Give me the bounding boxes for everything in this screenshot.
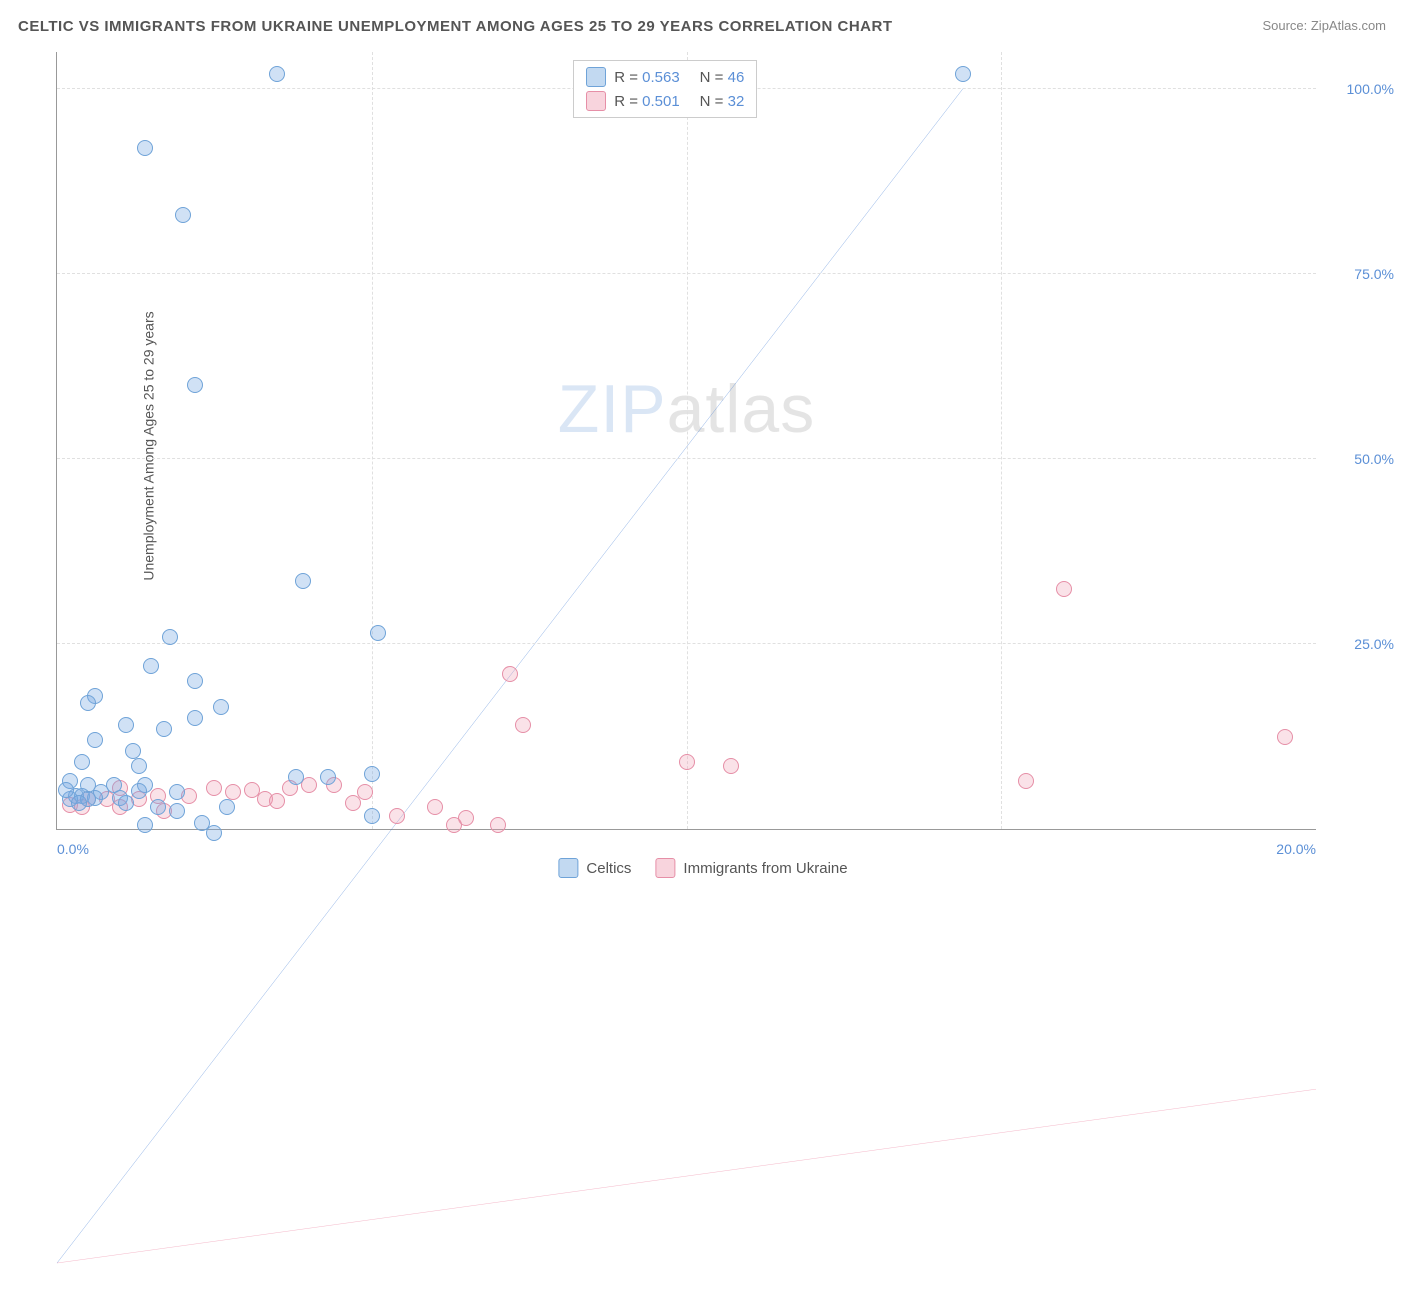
scatter-point-blue — [71, 795, 87, 811]
scatter-point-blue — [364, 766, 380, 782]
scatter-point-pink — [723, 758, 739, 774]
y-tick-label: 100.0% — [1347, 81, 1394, 97]
scatter-point-blue — [118, 795, 134, 811]
scatter-point-pink — [446, 817, 462, 833]
trend-line-pink — [57, 1089, 1316, 1263]
scatter-point-blue — [213, 699, 229, 715]
scatter-point-blue — [169, 784, 185, 800]
scatter-point-pink — [502, 666, 518, 682]
scatter-point-blue — [364, 808, 380, 824]
scatter-point-pink — [1056, 581, 1072, 597]
y-tick-label: 50.0% — [1354, 451, 1394, 467]
scatter-point-blue — [125, 743, 141, 759]
scatter-point-blue — [156, 721, 172, 737]
legend-item-celtics: Celtics — [558, 858, 631, 878]
scatter-point-blue — [137, 817, 153, 833]
legend-label-celtics: Celtics — [586, 860, 631, 877]
legend-swatch-pink — [655, 858, 675, 878]
chart-title: CELTIC VS IMMIGRANTS FROM UKRAINE UNEMPL… — [18, 18, 893, 35]
legend-stats-row-blue: R = 0.563 N = 46 — [586, 67, 744, 87]
scatter-point-blue — [74, 754, 90, 770]
scatter-point-blue — [143, 658, 159, 674]
scatter-point-blue — [269, 66, 285, 82]
legend-r-blue: R = 0.563 — [614, 69, 679, 86]
gridline-v — [372, 52, 373, 829]
scatter-point-pink — [225, 784, 241, 800]
scatter-point-blue — [80, 695, 96, 711]
x-tick-label: 20.0% — [1276, 841, 1316, 857]
scatter-point-blue — [137, 140, 153, 156]
scatter-point-blue — [87, 732, 103, 748]
x-tick-label: 0.0% — [57, 841, 89, 857]
scatter-point-blue — [955, 66, 971, 82]
legend-n-pink: N = 32 — [700, 93, 745, 110]
legend-swatch-blue — [558, 858, 578, 878]
source-label: Source: ZipAtlas.com — [1262, 18, 1386, 33]
scatter-point-blue — [370, 625, 386, 641]
chart-container: CELTIC VS IMMIGRANTS FROM UKRAINE UNEMPL… — [0, 0, 1406, 892]
scatter-point-blue — [295, 573, 311, 589]
scatter-point-blue — [187, 377, 203, 393]
scatter-point-blue — [131, 783, 147, 799]
scatter-point-blue — [175, 207, 191, 223]
scatter-point-pink — [679, 754, 695, 770]
scatter-point-pink — [1018, 773, 1034, 789]
scatter-point-pink — [269, 793, 285, 809]
legend-stats-row-pink: R = 0.501 N = 32 — [586, 91, 744, 111]
legend-swatch-pink — [586, 91, 606, 111]
scatter-point-blue — [150, 799, 166, 815]
scatter-point-pink — [1277, 729, 1293, 745]
legend-bottom: Celtics Immigrants from Ukraine — [558, 858, 847, 878]
scatter-point-pink — [427, 799, 443, 815]
scatter-point-pink — [206, 780, 222, 796]
legend-item-immigrants: Immigrants from Ukraine — [655, 858, 847, 878]
scatter-point-pink — [357, 784, 373, 800]
legend-stats: R = 0.563 N = 46 R = 0.501 N = 32 — [573, 60, 757, 118]
legend-swatch-blue — [586, 67, 606, 87]
scatter-point-blue — [288, 769, 304, 785]
plot-area: ZIPatlas 25.0%50.0%75.0%100.0%0.0%20.0%R… — [56, 52, 1316, 830]
scatter-point-pink — [389, 808, 405, 824]
scatter-point-blue — [320, 769, 336, 785]
y-tick-label: 25.0% — [1354, 636, 1394, 652]
scatter-point-blue — [206, 825, 222, 841]
legend-r-pink: R = 0.501 — [614, 93, 679, 110]
scatter-point-blue — [58, 782, 74, 798]
scatter-point-pink — [490, 817, 506, 833]
scatter-point-pink — [345, 795, 361, 811]
scatter-point-blue — [162, 629, 178, 645]
scatter-point-pink — [515, 717, 531, 733]
scatter-point-blue — [187, 673, 203, 689]
legend-label-immigrants: Immigrants from Ukraine — [683, 860, 847, 877]
legend-n-blue: N = 46 — [700, 69, 745, 86]
scatter-point-blue — [219, 799, 235, 815]
gridline-v — [687, 52, 688, 829]
scatter-point-blue — [187, 710, 203, 726]
y-tick-label: 75.0% — [1354, 266, 1394, 282]
scatter-point-blue — [169, 803, 185, 819]
scatter-point-blue — [118, 717, 134, 733]
gridline-v — [1001, 52, 1002, 829]
scatter-point-blue — [131, 758, 147, 774]
